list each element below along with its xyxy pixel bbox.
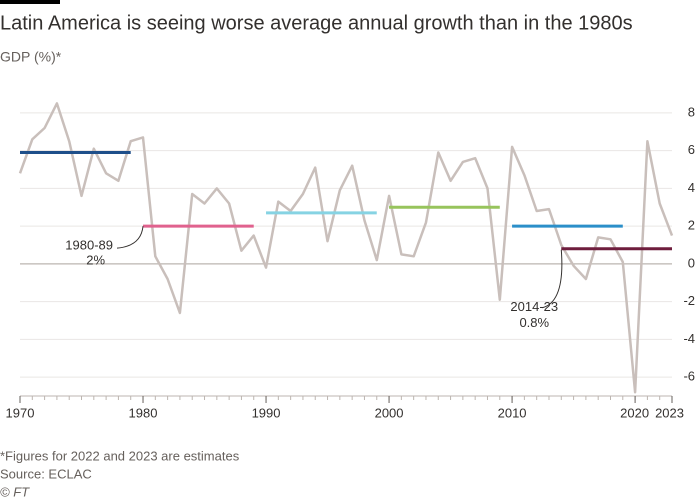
x-tick-label: 2020 xyxy=(620,405,649,420)
annotation-label: 2014-23 xyxy=(510,299,558,314)
y-tick-label: 8 xyxy=(688,104,695,119)
credit: © FT xyxy=(0,484,30,499)
y-tick-label: 0 xyxy=(688,255,695,270)
x-tick-label: 2023 xyxy=(655,405,684,420)
y-tick-label: 2 xyxy=(688,218,695,233)
x-tick-label: 1990 xyxy=(252,405,281,420)
brand-bar xyxy=(0,0,60,4)
x-tick-label: 2000 xyxy=(375,405,404,420)
chart-subtitle: GDP (%)* xyxy=(0,49,62,65)
y-tick-label: 6 xyxy=(688,142,695,157)
x-tick-label: 1980 xyxy=(129,405,158,420)
chart-title: Latin America is seeing worse average an… xyxy=(0,12,633,34)
y-tick-label: -6 xyxy=(683,369,695,384)
annotation-connector xyxy=(542,249,563,309)
footnote: *Figures for 2022 and 2023 are estimates xyxy=(0,448,240,463)
source: Source: ECLAC xyxy=(0,466,92,481)
annotation-value: 0.8% xyxy=(519,315,549,330)
y-tick-label: -2 xyxy=(683,293,695,308)
y-tick-label: -4 xyxy=(683,331,695,346)
x-tick-label: 2010 xyxy=(498,405,527,420)
annotation-label: 1980-89 xyxy=(65,238,113,253)
y-tick-label: 4 xyxy=(688,180,695,195)
annotation-connector xyxy=(116,226,144,249)
annotation-value: 2% xyxy=(86,253,105,268)
x-tick-label: 1970 xyxy=(6,405,35,420)
